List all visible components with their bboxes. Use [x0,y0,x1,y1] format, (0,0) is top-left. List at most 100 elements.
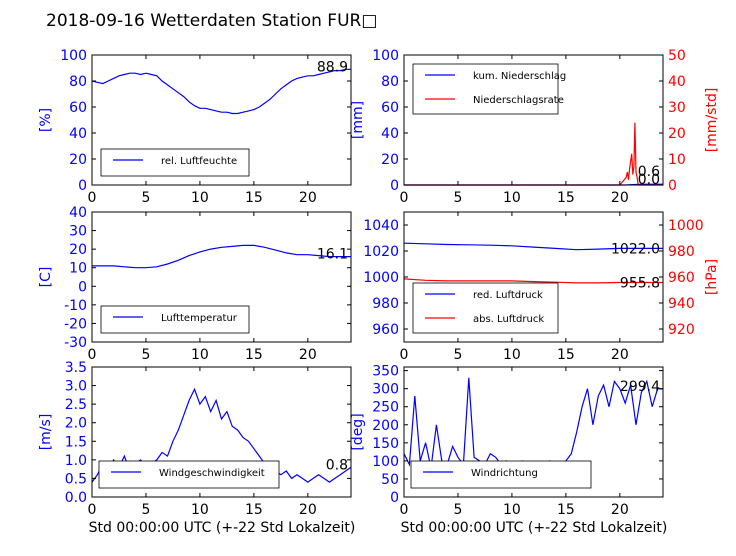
legend-entry: red. Luftdruck [473,290,543,301]
y-axis-label: [C] [38,267,54,288]
x-tick-label: 0 [400,502,409,518]
y-tick-label: 100 [372,48,399,64]
x-tick-label: 0 [400,347,409,363]
x-tick-label: 10 [503,190,521,206]
y-right-tick-label: 50 [668,48,686,64]
plot-frame [403,366,664,498]
x-tick-label: 20 [299,190,317,206]
x-tick-label: 15 [245,190,263,206]
y-tick-label: 0.0 [65,490,87,506]
last-value-label: 16.1 [317,247,348,263]
x-axis-label-left: Std 00:00:00 UTC (+-22 Std Lokalzeit) [89,520,356,536]
x-tick-label: 15 [557,502,575,518]
x-tick-label: 20 [299,502,317,518]
x-tick-label: 10 [503,502,521,518]
x-tick-label: 15 [557,347,575,363]
panel-4: 0 5 10 15 20 960 980 1000 1020 1040 920 940 960 980 10… [363,211,720,363]
y-right-tick-label: 20 [668,126,686,142]
series-line-1 [403,242,663,251]
x-tick-label: 5 [453,502,462,518]
y-tick-label: 3.5 [65,360,87,376]
panel-2: 0 5 10 15 20 0 20 40 60 80 100 0 10 20 30 40 50 [mm] [mm/s… [350,48,720,206]
plot-frame [403,54,664,186]
y-tick-label: 1000 [363,270,399,286]
legend-entry: kum. Niederschlag [473,71,566,82]
x-tick-label: 20 [611,190,629,206]
y-right-tick-label: 980 [668,244,695,260]
y-tick-label: 40 [381,126,399,142]
last-value-label: 0.6 [638,164,660,180]
y-tick-label: 1040 [363,218,399,234]
y-tick-label: 60 [381,100,399,116]
plot-frame [91,211,352,343]
legend-box [100,305,250,334]
panel-1: 0 5 10 15 20 0 20 40 60 80 100 [%] rel. Luftfeuchte 8… [38,48,352,206]
y-axis-label-right: [hPa] [704,259,720,295]
legend-box [412,282,559,334]
y-axis-label-right: [mm/std] [704,88,720,153]
y-axis-label: [%] [38,108,54,132]
legend-entry: Windgeschwindigkeit [159,468,265,479]
y-tick-label: 0 [78,178,87,194]
y-tick-label: 50 [381,472,399,488]
y-tick-label: 80 [381,74,399,90]
legend-entry: rel. Luftfeuchte [161,156,237,167]
y-right-tick-label: 0 [668,178,677,194]
y-tick-label: 20 [69,152,87,168]
y-tick-label: 0 [390,178,399,194]
x-tick-label: 15 [245,502,263,518]
x-tick-label: 15 [245,347,263,363]
y-tick-label: 350 [372,364,399,380]
y-tick-label: 1.5 [65,434,87,450]
legend-box [412,63,559,115]
panel-5: 0 5 10 15 20 0.0 0.5 1.0 1.5 2.0 2.5 3.0 3.5 [m/s] Win… [38,360,352,518]
y-tick-label: 40 [69,205,87,221]
y-tick-label: 40 [69,126,87,142]
legend-box [98,460,280,489]
series-line-2 [404,122,663,186]
y-tick-label: -10 [64,298,87,314]
y-tick-label: 20 [69,242,87,258]
y-axis-label: [mm] [350,101,366,139]
plot-frame [91,54,352,186]
x-tick-label: 5 [141,347,150,363]
legend-entry: abs. Luftdruck [473,314,544,325]
legend-box [410,460,592,489]
y-tick-label: 30 [69,224,87,240]
x-tick-label: 20 [611,347,629,363]
y-tick-label: 150 [372,436,399,452]
y-axis-label: [deg] [350,413,366,450]
y-right-tick-label: 960 [668,270,695,286]
x-tick-label: 5 [453,190,462,206]
x-tick-label: 20 [299,347,317,363]
last-value-label: 0.0 [638,172,660,188]
x-tick-label: 15 [557,190,575,206]
x-tick-label: 10 [191,190,209,206]
x-tick-label: 5 [141,502,150,518]
panel-6: 0 5 10 15 20050100150200250300350[deg]Windri… [350,364,664,518]
y-right-tick-label: 940 [668,296,695,312]
x-tick-label: 10 [503,347,521,363]
x-tick-label: 20 [611,502,629,518]
legend-box [100,148,250,177]
last-value-label: 88.9 [317,59,348,75]
legend-entry: Windrichtung [471,468,538,479]
legend-entry: Lufttemperatur [161,313,238,324]
y-tick-label: 0 [78,279,87,295]
y-tick-label: 960 [372,322,399,338]
y-tick-label: 1.0 [65,453,87,469]
x-axis-label-right: Std 00:00:00 UTC (+-22 Std Lokalzeit) [401,520,668,536]
x-tick-label: 0 [400,190,409,206]
y-right-tick-label: 10 [668,152,686,168]
series-line-1 [91,68,351,115]
plot-frame [91,366,352,498]
last-value-label: 1022.0 [611,241,660,257]
figure-title: 2018-09-16 Wetterdaten Station FUR□ [46,11,377,31]
series-line-2 [403,278,663,284]
y-tick-label: -30 [64,335,87,351]
y-tick-label: 1020 [363,244,399,260]
x-tick-label: 0 [88,190,97,206]
